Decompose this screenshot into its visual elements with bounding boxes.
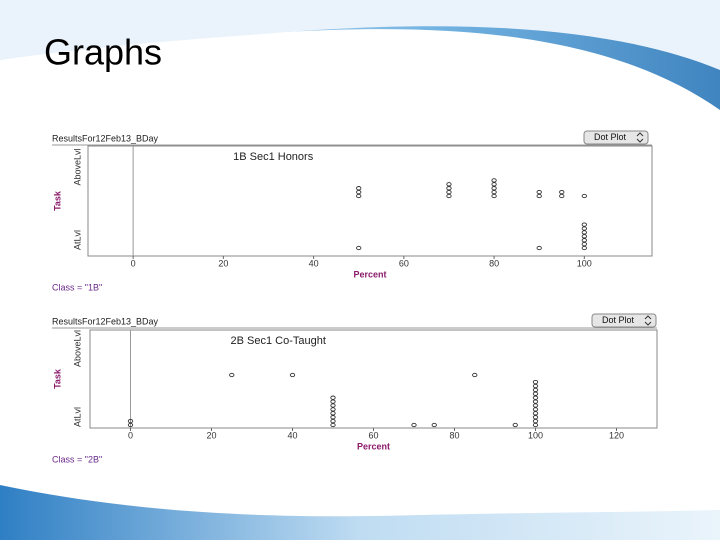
dot: [330, 415, 336, 420]
dot: [491, 178, 497, 183]
dot: [532, 411, 539, 416]
y-axis-label: Task: [52, 368, 62, 389]
dot: [512, 422, 518, 428]
dot: [532, 395, 539, 400]
plot-area: [87, 145, 653, 257]
dot: [491, 182, 497, 187]
x-tick-label: 60: [399, 258, 409, 268]
bottom-swoosh: [0, 485, 720, 540]
x-tick-label: 100: [577, 258, 592, 268]
dot: [581, 193, 587, 199]
chart-title: 2B Sec1 Co-Taught: [231, 335, 326, 347]
dot: [559, 189, 565, 195]
plot-type-label: Dot Plot: [602, 315, 635, 325]
x-tick-label: 80: [449, 430, 459, 440]
plot-type-button[interactable]: [591, 313, 657, 328]
dot: [532, 415, 539, 420]
row-label: AtLvl: [72, 230, 82, 250]
x-tick-label: 20: [218, 258, 228, 268]
x-tick-label: 0: [128, 430, 133, 440]
dot: [536, 189, 542, 195]
dot: [446, 182, 452, 187]
dot: [411, 422, 417, 428]
dot: [431, 422, 437, 428]
footer: Class = "2B": [52, 454, 102, 464]
dot: [532, 391, 539, 396]
dot: [330, 403, 336, 408]
dot: [229, 372, 235, 378]
x-tick-label: 100: [528, 430, 543, 440]
dot: [491, 193, 497, 199]
dot: [581, 226, 587, 231]
dot: [581, 234, 587, 239]
dot: [356, 189, 362, 195]
x-tick-label: 80: [489, 258, 499, 268]
dot: [532, 407, 539, 412]
dropdown-arrow: [636, 132, 644, 143]
dot: [532, 418, 539, 424]
plot-type-label: Dot Plot: [594, 132, 627, 142]
plot-area: [89, 329, 658, 429]
dot: [581, 222, 587, 227]
dot: [536, 245, 542, 251]
x-tick-label: 40: [287, 430, 297, 440]
dot: [356, 186, 362, 191]
dot: [532, 383, 539, 389]
dot: [532, 387, 539, 393]
plot-type-button[interactable]: [583, 130, 649, 145]
dot: [127, 418, 134, 424]
dot: [581, 230, 587, 235]
dot: [356, 193, 362, 199]
dot: [127, 422, 134, 428]
dot: [532, 422, 539, 428]
dot: [330, 411, 336, 416]
top-swoosh-light: [0, 0, 720, 70]
dot: [446, 193, 452, 199]
x-tick-label: 120: [609, 430, 624, 440]
dot: [446, 186, 452, 191]
x-tick-label: 0: [131, 258, 136, 268]
dot: [330, 399, 336, 404]
row-label: AboveLvl: [72, 330, 82, 367]
dot: [472, 372, 478, 378]
row-label: AboveLvl: [72, 148, 82, 185]
slide-title: Graphs: [44, 32, 162, 73]
dot: [330, 418, 336, 424]
dot: [491, 186, 497, 191]
footer: Class = "1B": [52, 282, 102, 292]
dot: [356, 245, 362, 251]
row-label: AtLvl: [72, 407, 82, 427]
y-axis-label: Task: [52, 190, 62, 211]
dot: [446, 189, 452, 195]
x-axis-label: Percent: [353, 269, 386, 279]
dropdown-arrow: [644, 315, 652, 326]
dot: [330, 407, 336, 412]
dot: [330, 395, 336, 400]
dot: [581, 245, 587, 251]
x-axis-label: Percent: [357, 441, 390, 451]
chart-title: 1B Sec1 Honors: [233, 151, 314, 163]
dot: [559, 193, 565, 199]
x-tick-label: 40: [309, 258, 319, 268]
x-tick-label: 20: [206, 430, 216, 440]
dot: [532, 379, 539, 385]
dot: [536, 193, 542, 199]
panel-header: ResultsFor12Feb13_BDay: [52, 133, 159, 143]
x-tick-label: 60: [368, 430, 378, 440]
dot: [532, 403, 539, 408]
dot: [581, 238, 587, 243]
dot: [289, 372, 296, 378]
dot: [491, 189, 497, 195]
dot: [330, 422, 336, 428]
dot: [581, 241, 587, 247]
panel-header: ResultsFor12Feb13_BDay: [52, 316, 159, 326]
dot: [532, 399, 539, 404]
